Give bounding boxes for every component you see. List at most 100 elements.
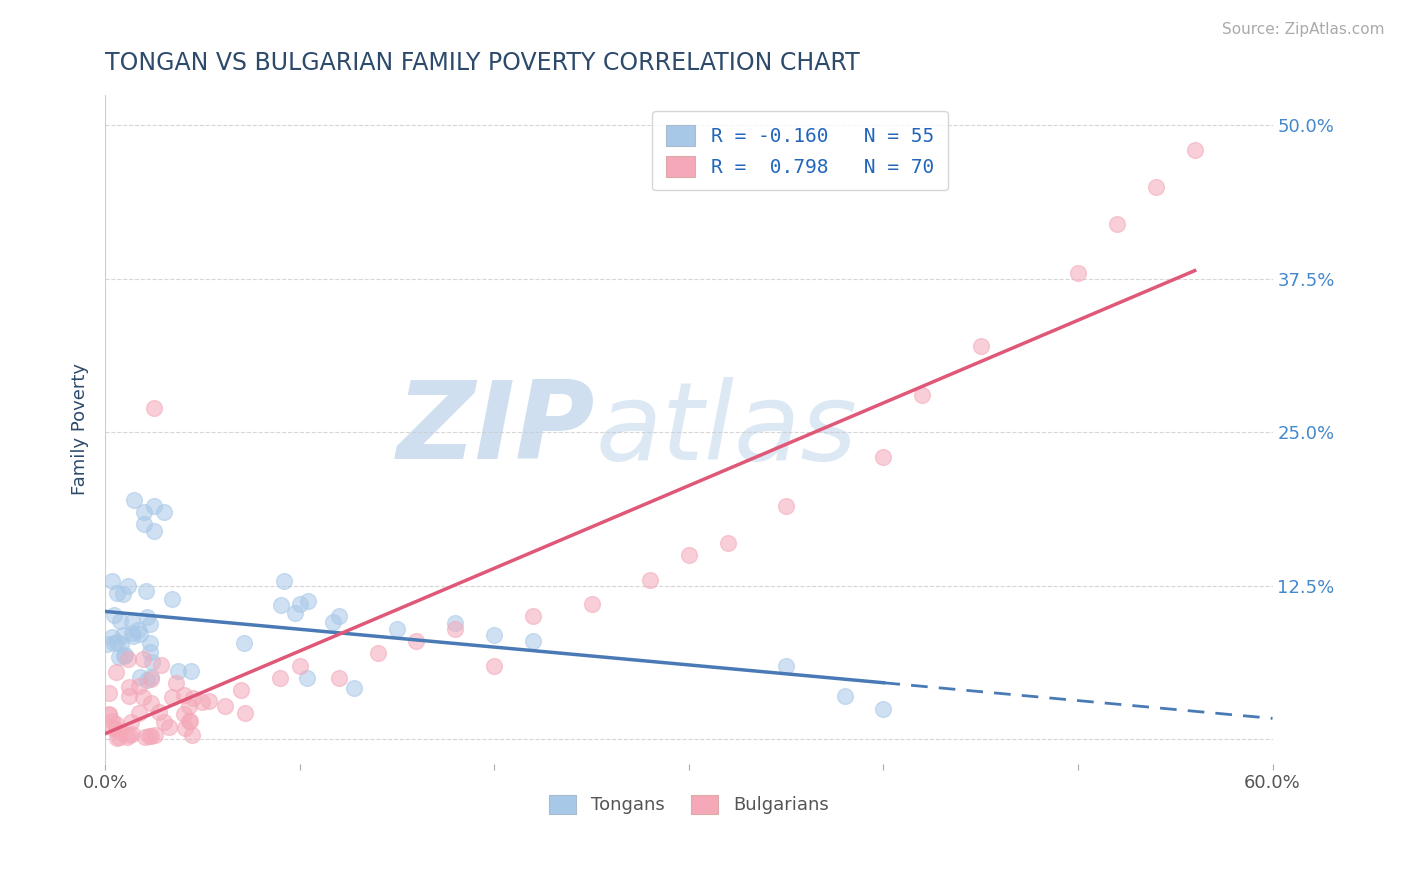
Point <box>103 635 125 649</box>
Point <box>124 492 146 507</box>
Point <box>231 683 253 698</box>
Point <box>108 730 131 744</box>
Point <box>136 610 159 624</box>
Point <box>678 548 700 562</box>
Point <box>100 714 122 728</box>
Point <box>484 628 506 642</box>
Point <box>775 499 797 513</box>
Point <box>121 727 143 741</box>
Point <box>108 725 131 739</box>
Point <box>269 671 291 685</box>
Point <box>108 649 131 664</box>
Point <box>104 716 127 731</box>
Point <box>233 706 256 720</box>
Point <box>118 690 141 704</box>
Point <box>143 728 166 742</box>
Point <box>134 517 156 532</box>
Point <box>522 609 544 624</box>
Point <box>104 722 127 736</box>
Point <box>367 646 389 660</box>
Point <box>385 622 408 636</box>
Point <box>108 614 131 628</box>
Point <box>160 591 183 606</box>
Point <box>157 720 180 734</box>
Point <box>98 707 121 722</box>
Point <box>911 388 934 402</box>
Point <box>121 625 143 640</box>
Point <box>148 706 170 720</box>
Text: ZIP: ZIP <box>396 376 596 483</box>
Point <box>122 629 145 643</box>
Point <box>135 584 157 599</box>
Point <box>232 636 254 650</box>
Point <box>104 665 127 679</box>
Point <box>111 587 134 601</box>
Point <box>118 681 141 695</box>
Point <box>96 637 118 651</box>
Point <box>105 731 128 745</box>
Point <box>180 664 202 678</box>
Point <box>295 672 318 686</box>
Point <box>139 645 162 659</box>
Point <box>128 679 150 693</box>
Point <box>120 714 142 729</box>
Point <box>328 609 350 624</box>
Point <box>138 636 160 650</box>
Point <box>139 672 162 686</box>
Point <box>284 606 307 620</box>
Point <box>165 676 187 690</box>
Point <box>444 615 467 630</box>
Text: Source: ZipAtlas.com: Source: ZipAtlas.com <box>1222 22 1385 37</box>
Point <box>214 698 236 713</box>
Point <box>138 729 160 743</box>
Point <box>103 607 125 622</box>
Point <box>160 690 183 704</box>
Point <box>110 637 132 651</box>
Point <box>717 536 740 550</box>
Point <box>405 634 427 648</box>
Point <box>343 681 366 695</box>
Point <box>191 695 214 709</box>
Point <box>141 696 163 710</box>
Point <box>132 690 155 704</box>
Point <box>149 658 172 673</box>
Point <box>444 622 467 636</box>
Point <box>177 698 200 713</box>
Point <box>117 730 139 744</box>
Point <box>142 524 165 538</box>
Point <box>97 686 120 700</box>
Point <box>288 597 311 611</box>
Point <box>121 615 143 630</box>
Point <box>142 499 165 513</box>
Point <box>1067 266 1090 280</box>
Point <box>101 630 124 644</box>
Point <box>1144 179 1167 194</box>
Point <box>103 721 125 735</box>
Text: TONGAN VS BULGARIAN FAMILY POVERTY CORRELATION CHART: TONGAN VS BULGARIAN FAMILY POVERTY CORRE… <box>105 51 860 75</box>
Point <box>179 714 201 728</box>
Point <box>105 586 128 600</box>
Point <box>834 690 856 704</box>
Point <box>181 728 204 742</box>
Point <box>522 634 544 648</box>
Point <box>118 728 141 742</box>
Point <box>152 505 174 519</box>
Point <box>872 701 894 715</box>
Point <box>114 648 136 663</box>
Point <box>127 623 149 637</box>
Point <box>117 651 139 665</box>
Point <box>139 729 162 743</box>
Point <box>328 671 350 685</box>
Point <box>872 450 894 464</box>
Point <box>179 714 201 729</box>
Point <box>1105 217 1128 231</box>
Point <box>638 573 661 587</box>
Point <box>775 658 797 673</box>
Point <box>139 616 162 631</box>
Point <box>139 670 162 684</box>
Point <box>581 597 603 611</box>
Point <box>297 594 319 608</box>
Point <box>970 339 993 353</box>
Point <box>134 505 156 519</box>
Point <box>129 670 152 684</box>
